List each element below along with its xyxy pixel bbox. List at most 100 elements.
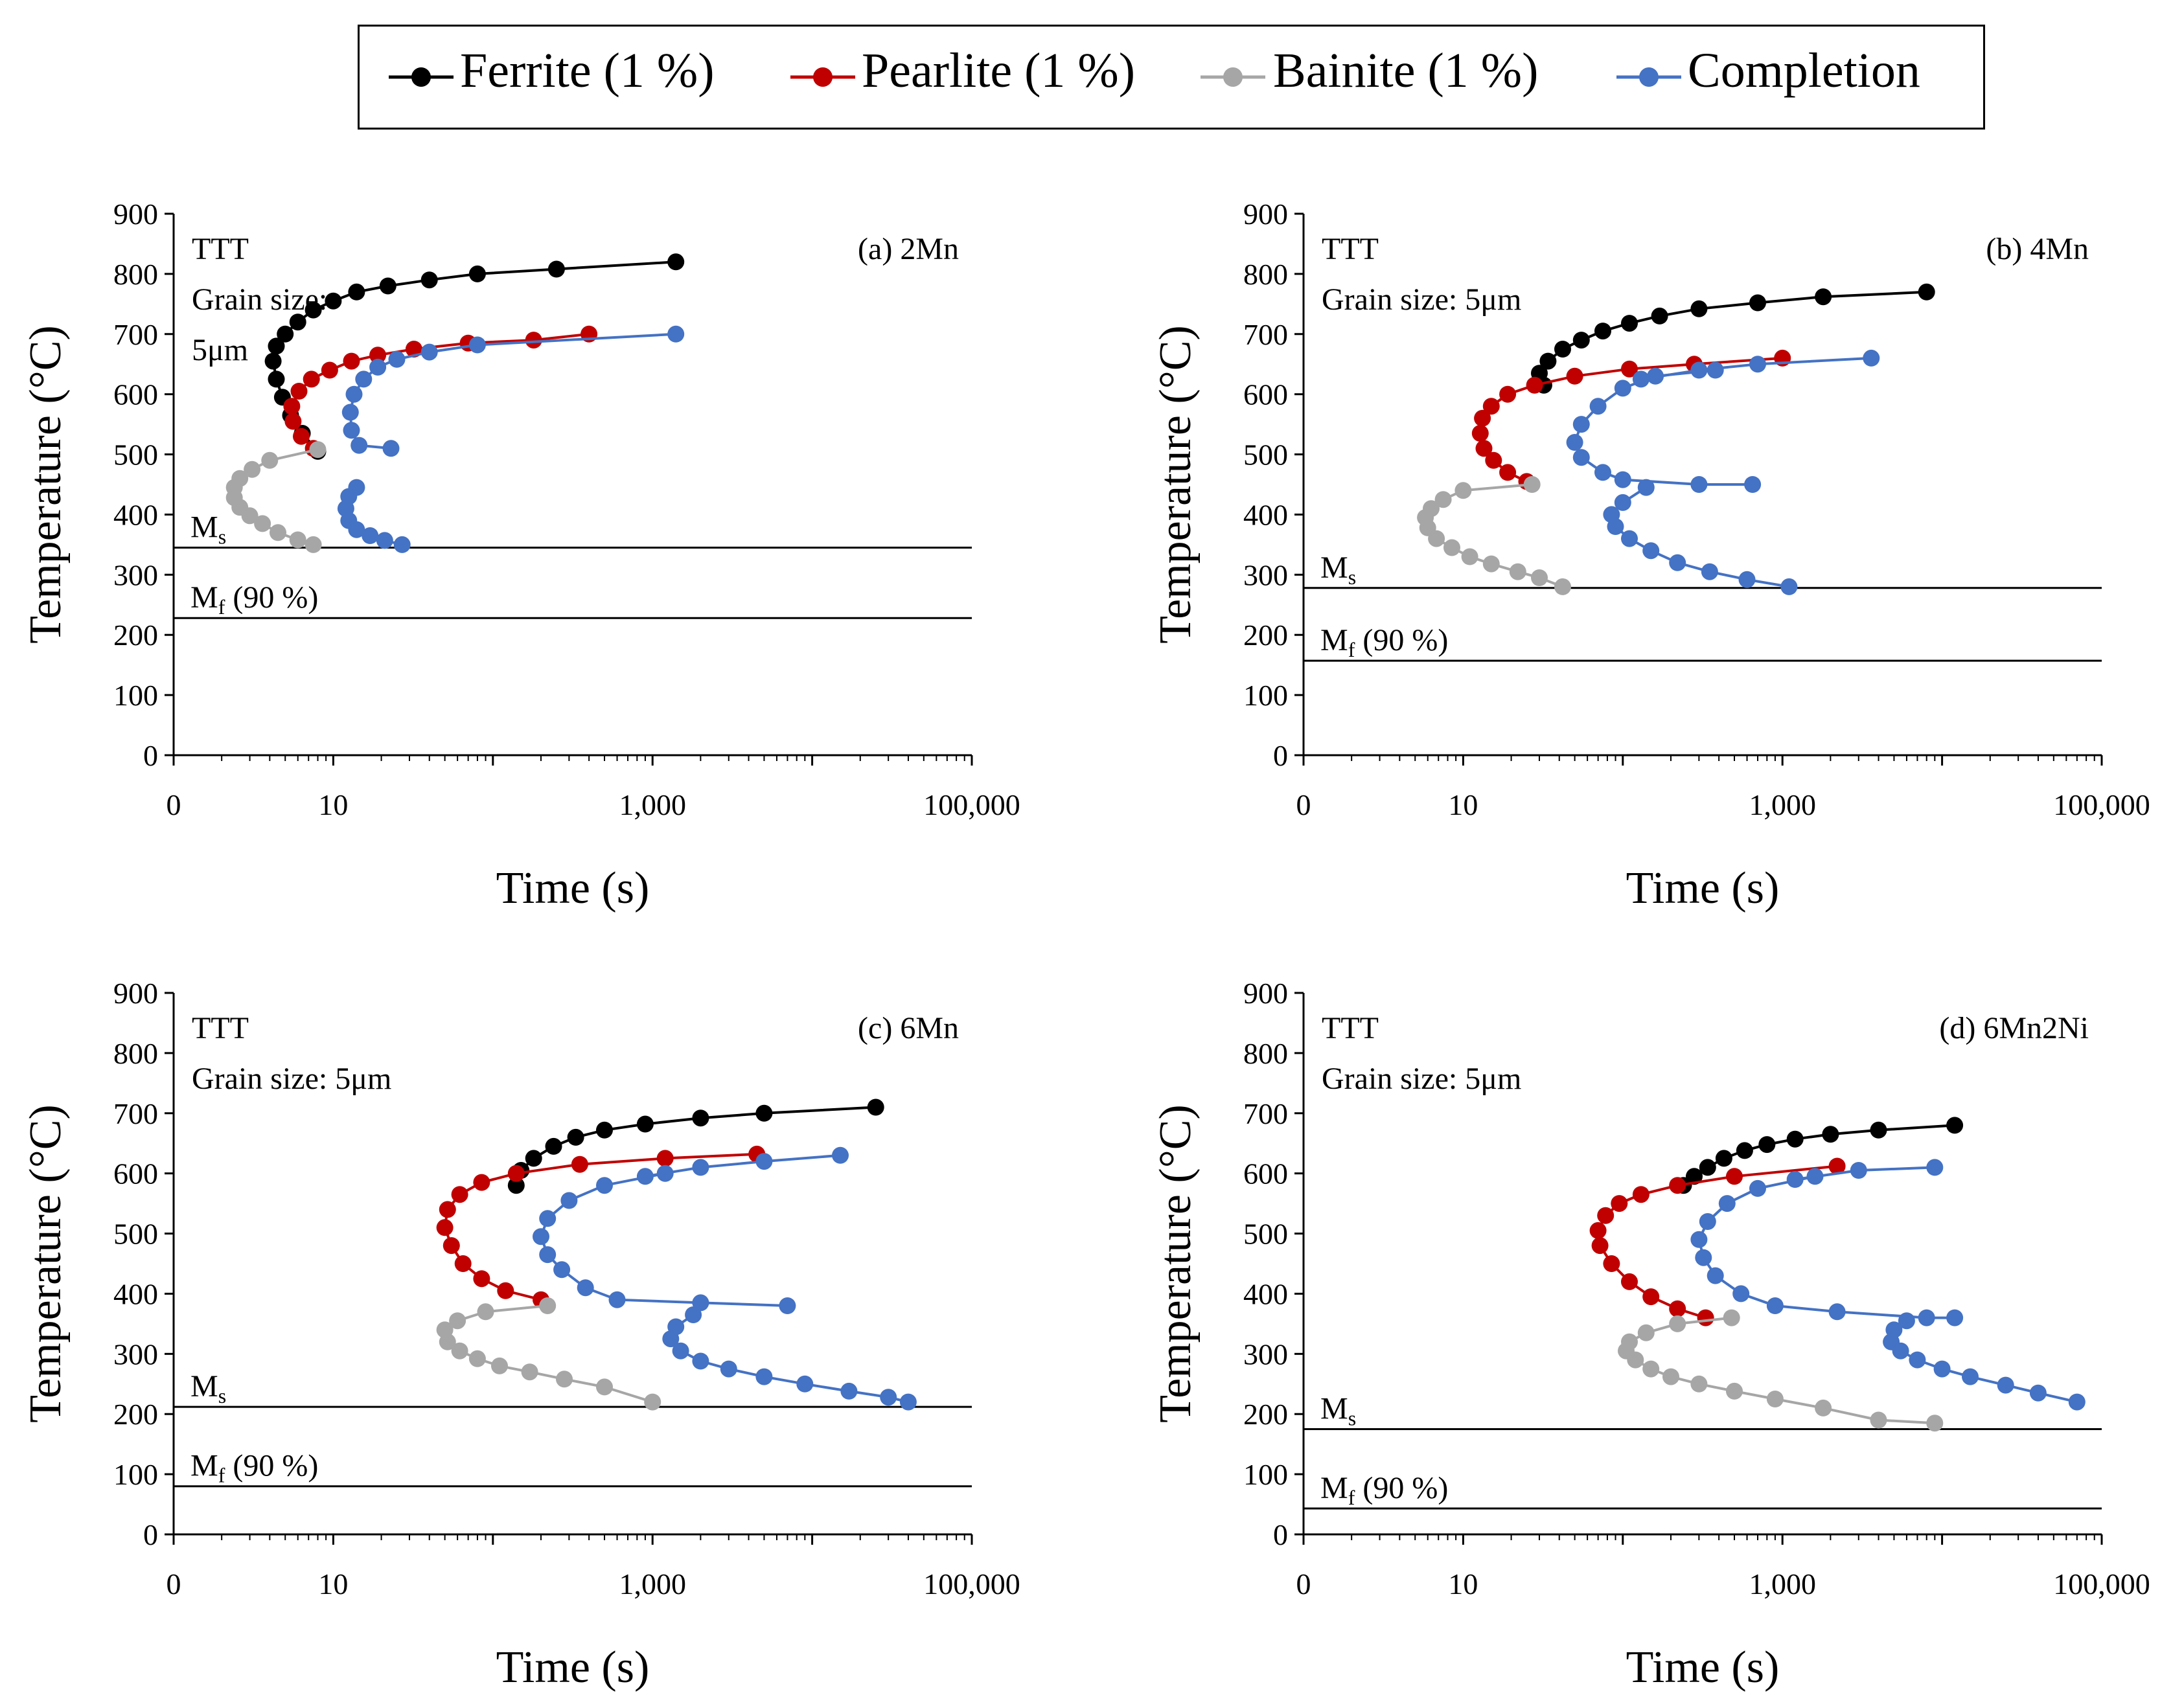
series-0-point: [636, 1115, 654, 1133]
series-0-point: [1690, 300, 1708, 317]
series-0-point: [1594, 323, 1611, 340]
series-3-upper-point: [832, 1146, 849, 1164]
y-axis-title: Temperature (°C): [1151, 325, 1201, 643]
x-tick-label: 0: [1296, 1567, 1311, 1600]
series-2-point: [1523, 476, 1541, 493]
series-2-point: [449, 1312, 466, 1330]
y-tick-label: 700: [113, 1097, 158, 1130]
series-0-point: [525, 1150, 542, 1167]
series-1-point: [656, 1150, 674, 1167]
series-1-point: [1485, 451, 1502, 469]
x-tick-label: 100,000: [923, 1567, 1020, 1600]
series-0-point: [277, 325, 294, 343]
annotation-line: TTT: [192, 1011, 249, 1045]
series-3-point: [1594, 464, 1611, 481]
series-3-lower-point: [880, 1389, 897, 1406]
legend-marker-0: [411, 67, 431, 87]
series-1-point: [1669, 1177, 1686, 1194]
legend: Ferrite (1 %) Pearlite (1 %) Bainite (1 …: [358, 25, 1985, 130]
series-3-point: [596, 1177, 613, 1194]
series-3-upper-point: [1850, 1162, 1867, 1179]
y-tick-label: 600: [1243, 378, 1288, 411]
series-0-point: [1736, 1142, 1753, 1159]
y-tick-label: 900: [113, 198, 158, 231]
series-1-point: [321, 361, 338, 379]
series-0-point: [596, 1121, 613, 1139]
series-3-lower-point: [1637, 479, 1655, 496]
series-3-lower-point: [1997, 1376, 2014, 1394]
x-tick-label: 10: [1448, 1567, 1478, 1600]
series-3-lower-point: [720, 1360, 737, 1378]
series-2-point: [1870, 1411, 1887, 1429]
series-3-point: [1732, 1285, 1750, 1303]
y-tick-label: 0: [143, 1518, 158, 1551]
series-1-point: [1499, 385, 1517, 403]
series-2-point: [439, 1333, 456, 1350]
x-tick-label: 10: [318, 788, 348, 821]
y-tick-label: 200: [113, 1398, 158, 1431]
x-tick-label: 100,000: [2053, 1567, 2150, 1600]
y-axis-title: Temperature (°C): [1151, 1104, 1201, 1422]
legend-label-ferrite: Ferrite (1 %): [460, 43, 715, 98]
series-1-point: [473, 1270, 490, 1288]
series-3-point: [1946, 1309, 1964, 1326]
series-1-point: [1475, 440, 1493, 457]
annotation-line: TTT: [1322, 1011, 1379, 1045]
y-tick-label: 800: [1243, 258, 1288, 291]
y-tick-label: 800: [113, 1037, 158, 1070]
annotation-line: TTT: [1322, 232, 1379, 266]
series-3-lower-point: [2029, 1384, 2047, 1402]
series-1-point: [1669, 1300, 1686, 1317]
x-tick-label: 100,000: [2053, 788, 2150, 821]
series-2-point: [1509, 563, 1526, 580]
series-3-point: [1690, 1231, 1708, 1248]
series-3-point: [341, 404, 359, 421]
series-3-lower-point: [1898, 1312, 1915, 1330]
y-tick-label: 700: [1243, 1097, 1288, 1130]
series-3-point: [1695, 1249, 1712, 1266]
series-3-upper-point: [636, 1168, 654, 1185]
series-1-point: [1828, 1157, 1846, 1175]
series-3-point: [1744, 476, 1762, 493]
series-2-point: [596, 1378, 613, 1396]
series-2-point: [1662, 1368, 1679, 1385]
series-0: [514, 1106, 876, 1186]
series-3-lower-point: [2068, 1393, 2086, 1411]
series-1-point: [525, 332, 542, 349]
series-1-point: [497, 1282, 514, 1299]
series-3-point: [1589, 398, 1607, 415]
series-3-upper-point: [1786, 1171, 1804, 1188]
series-1-point: [1726, 1168, 1743, 1185]
x-tick-label: 1,000: [1749, 1567, 1816, 1600]
series-3-lower-point: [840, 1382, 858, 1400]
series-3-lower-point: [1962, 1368, 1979, 1385]
series-2-point: [539, 1297, 557, 1314]
series-0-point: [755, 1104, 773, 1122]
y-tick-label: 200: [1243, 619, 1288, 652]
series-2-point: [1637, 1324, 1655, 1341]
x-tick-label: 1,000: [619, 788, 686, 821]
panel-label: (c) 6Mn: [858, 1011, 959, 1045]
series-2-point: [309, 441, 327, 459]
series-3-upper: [645, 1154, 841, 1178]
series-0-point: [1946, 1117, 1964, 1134]
mf-label: Mf (90 %): [1320, 1471, 1448, 1509]
mf-label: Mf (90 %): [190, 1449, 318, 1487]
x-axis-title: Time (s): [496, 1643, 650, 1692]
panel-2: 0 100 200 300 400 500 600 700 800 900 0 10 1,000 100,…: [21, 977, 1020, 1692]
y-tick-label: 100: [1243, 679, 1288, 712]
series-0-point: [1918, 283, 1935, 301]
legend-marker-2: [1223, 67, 1243, 87]
series-0-point: [1572, 332, 1590, 349]
series-2-point: [1554, 578, 1571, 595]
series-1-point: [1566, 367, 1583, 385]
series-2-point: [305, 536, 322, 553]
panel-3: 0 100 200 300 400 500 600 700 800 900 0 10 1,000 100,…: [1151, 977, 2150, 1692]
series-2-point: [1766, 1391, 1784, 1407]
y-tick-label: 700: [1243, 318, 1288, 351]
series-0-point: [867, 1098, 884, 1116]
series-2-point: [1723, 1309, 1740, 1326]
y-tick-label: 500: [113, 438, 158, 472]
series-3-lower-point: [1642, 542, 1660, 560]
